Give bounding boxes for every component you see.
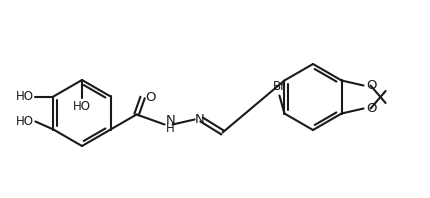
Text: HO: HO [73,100,91,113]
Text: O: O [367,79,377,92]
Text: N: N [195,113,204,126]
Text: HO: HO [15,115,34,128]
Text: Br: Br [273,81,286,93]
Text: H: H [166,122,174,135]
Text: O: O [367,102,377,115]
Text: N: N [166,114,175,127]
Text: HO: HO [15,90,34,103]
Text: O: O [146,91,156,104]
